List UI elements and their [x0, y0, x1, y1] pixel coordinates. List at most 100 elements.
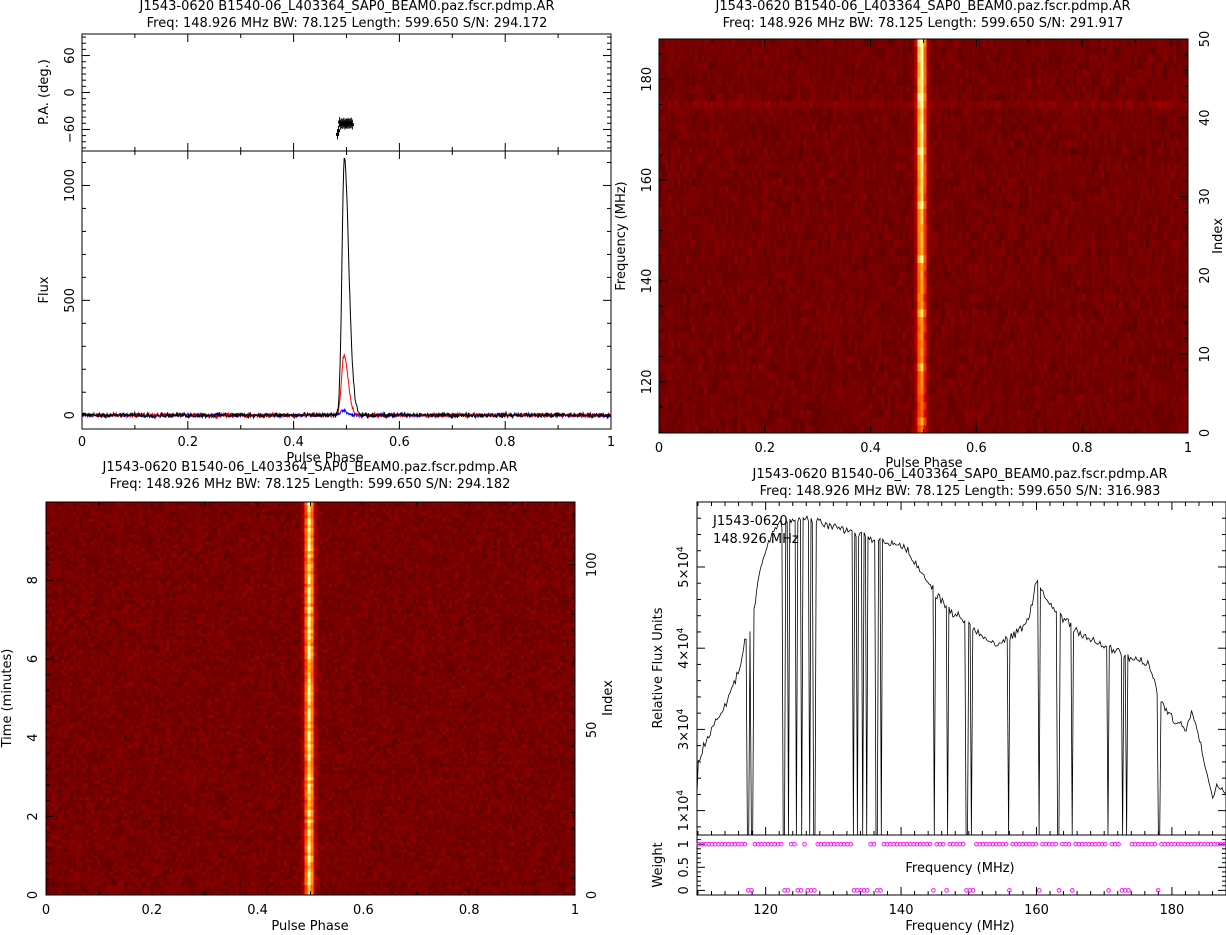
heatmap-cell	[899, 47, 902, 55]
heatmap-cell	[960, 39, 963, 47]
heatmap-cell	[863, 54, 866, 62]
heatmap-cell	[836, 70, 839, 78]
heatmap-cell	[878, 39, 881, 47]
heatmap-cell	[680, 70, 683, 78]
heatmap-cell	[794, 54, 797, 62]
heatmap-cell	[930, 47, 933, 55]
heatmap-cell	[1104, 47, 1107, 55]
heatmap-cell	[1149, 78, 1152, 86]
heatmap-cell	[776, 47, 779, 55]
heatmap-cell	[1029, 47, 1032, 55]
profile-x-tick-label: 0	[78, 435, 86, 450]
heatmap-cell	[890, 78, 893, 86]
heatmap-cell	[939, 70, 942, 78]
heatmap-cell	[782, 62, 785, 70]
heatmap-cell	[1065, 62, 1068, 70]
heatmap-cell	[779, 85, 782, 93]
heatmap-cell	[908, 70, 911, 78]
heatmap-cell	[1173, 39, 1176, 47]
heatmap-cell	[722, 62, 725, 70]
heatmap-cell	[668, 85, 671, 93]
heatmap-cell	[1161, 54, 1164, 62]
heatmap-cell	[1044, 47, 1047, 55]
heatmap-cell	[1113, 39, 1116, 47]
heatmap-cell	[933, 39, 936, 47]
heatmap-cell	[996, 54, 999, 62]
heatmap-cell	[836, 78, 839, 86]
heatmap-cell	[686, 70, 689, 78]
heatmap-cell	[719, 39, 722, 47]
heatmap-cell	[899, 54, 902, 62]
heatmap-cell	[665, 47, 668, 55]
heatmap-cell	[1029, 54, 1032, 62]
heatmap-cell	[797, 70, 800, 78]
heatmap-cell	[1086, 62, 1089, 70]
heatmap-cell	[1110, 62, 1113, 70]
heatmap-cell	[1032, 70, 1035, 78]
heatmap-cell	[1161, 70, 1164, 78]
heatmap-cell	[752, 54, 755, 62]
heatmap-cell	[1173, 47, 1176, 55]
heatmap-cell	[1041, 39, 1044, 47]
heatmap-cell	[996, 70, 999, 78]
heatmap-cell	[662, 39, 665, 47]
heatmap-cell	[887, 78, 890, 86]
heatmap-cell	[776, 39, 779, 47]
heatmap-cell	[933, 62, 936, 70]
heatmap-cell	[803, 47, 806, 55]
heatmap-cell	[1002, 47, 1005, 55]
heatmap-cell	[917, 47, 920, 55]
heatmap-cell	[927, 47, 930, 55]
heatmap-cell	[969, 39, 972, 47]
heatmap-cell	[942, 70, 945, 78]
heatmap-cell	[1158, 62, 1161, 70]
heatmap-cell	[1059, 39, 1062, 47]
heatmap-cell	[704, 39, 707, 47]
heatmap-cell	[680, 47, 683, 55]
heatmap-cell	[824, 39, 827, 47]
heatmap-cell	[990, 62, 993, 70]
heatmap-cell	[993, 78, 996, 86]
heatmap-cell	[1038, 39, 1041, 47]
heatmap-cell	[1107, 39, 1110, 47]
heatmap-cell	[1020, 70, 1023, 78]
heatmap-cell	[686, 62, 689, 70]
heatmap-cell	[848, 54, 851, 62]
heatmap-cell	[767, 85, 770, 93]
heatmap-cell	[1023, 54, 1026, 62]
heatmap-cell	[1119, 78, 1122, 86]
heatmap-cell	[1002, 70, 1005, 78]
heatmap-cell	[884, 78, 887, 86]
heatmap-cell	[981, 78, 984, 86]
heatmap-cell	[1050, 78, 1053, 86]
heatmap-cell	[770, 39, 773, 47]
heatmap-cell	[767, 39, 770, 47]
heatmap-cell	[933, 85, 936, 93]
heatmap-cell	[797, 78, 800, 86]
heatmap-cell	[1095, 54, 1098, 62]
heatmap-cell	[963, 54, 966, 62]
heatmap-cell	[1122, 47, 1125, 55]
heatmap-cell	[1098, 47, 1101, 55]
heatmap-cell	[662, 54, 665, 62]
heatmap-cell	[1119, 70, 1122, 78]
heatmap-cell	[746, 78, 749, 86]
heatmap-cell	[1149, 54, 1152, 62]
heatmap-cell	[1140, 70, 1143, 78]
heatmap-cell	[1035, 39, 1038, 47]
heatmap-cell	[1134, 70, 1137, 78]
heatmap-cell	[978, 62, 981, 70]
heatmap-cell	[1038, 78, 1041, 86]
heatmap-cell	[686, 47, 689, 55]
heatmap-cell	[872, 47, 875, 55]
heatmap-cell	[746, 39, 749, 47]
heatmap-cell	[896, 70, 899, 78]
heatmap-cell	[911, 78, 914, 86]
heatmap-cell	[1008, 54, 1011, 62]
heatmap-cell	[1146, 70, 1149, 78]
heatmap-cell	[896, 85, 899, 93]
heatmap-cell	[704, 62, 707, 70]
heatmap-cell	[978, 47, 981, 55]
profile-x-tick-label: 0.2	[177, 435, 198, 450]
